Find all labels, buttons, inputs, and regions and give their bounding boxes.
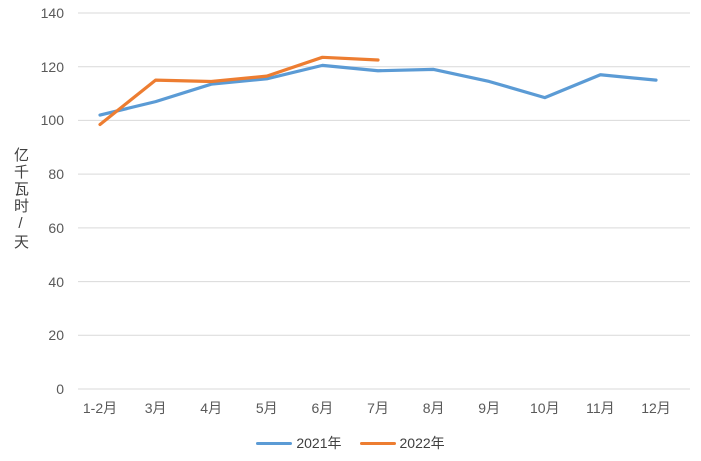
x-tick-label: 8月	[422, 400, 445, 416]
y-tick-label: 20	[48, 327, 64, 344]
y-tick-label: 60	[48, 219, 64, 236]
legend-label: 2022年	[399, 435, 445, 451]
series-line-1	[98, 55, 380, 127]
y-tick-label: 100	[40, 112, 64, 129]
x-tick-label: 7月	[367, 400, 389, 416]
chart-legend: 2021年 2022年	[0, 433, 701, 453]
legend-line-swatch	[256, 441, 293, 445]
legend-line-swatch	[359, 441, 396, 445]
x-tick-label: 1-2月	[82, 400, 118, 416]
y-tick-label: 80	[48, 166, 64, 183]
x-tick-label: 10月	[530, 400, 560, 416]
x-tick-label: 12月	[641, 400, 671, 416]
x-tick-label: 3月	[144, 400, 167, 416]
x-tick-label: 6月	[311, 400, 334, 416]
y-tick-label: 140	[40, 5, 64, 21]
y-tick-label: 40	[48, 273, 64, 290]
y-axis-title: 亿千瓦时/天	[12, 147, 29, 251]
x-tick-label: 9月	[478, 400, 501, 416]
x-tick-label: 11月	[586, 400, 615, 416]
y-tick-label: 120	[40, 58, 64, 75]
legend-label: 2021年	[296, 435, 342, 451]
y-tick-label: 0	[56, 381, 64, 397]
series-line-0	[98, 63, 658, 117]
x-tick-label: 5月	[255, 400, 278, 416]
x-tick-label: 4月	[200, 400, 223, 416]
legend-item-1: 2022年	[359, 433, 445, 453]
legend-item-0: 2021年	[256, 433, 342, 453]
